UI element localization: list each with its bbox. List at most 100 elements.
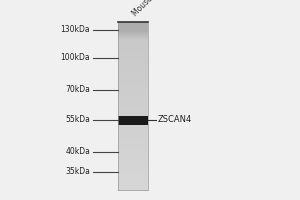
Bar <box>118 150 148 151</box>
Bar <box>118 94 148 95</box>
Bar <box>118 93 148 94</box>
Bar <box>118 50 148 51</box>
Bar <box>118 138 148 140</box>
Bar <box>118 37 148 38</box>
Bar <box>118 118 148 119</box>
Bar <box>118 54 148 56</box>
Bar <box>118 58 148 59</box>
Bar <box>118 154 148 155</box>
Bar <box>118 106 148 107</box>
Text: Mouse kidney: Mouse kidney <box>130 0 174 18</box>
Bar <box>118 78 148 79</box>
Bar <box>118 126 148 127</box>
Bar <box>118 110 148 112</box>
Bar <box>118 113 148 114</box>
Bar <box>118 80 148 81</box>
Bar <box>118 170 148 171</box>
Bar <box>118 128 148 129</box>
Bar <box>118 178 148 179</box>
Bar <box>118 169 148 170</box>
Text: ZSCAN4: ZSCAN4 <box>158 116 192 124</box>
Bar <box>118 84 148 85</box>
Bar <box>118 104 148 105</box>
Bar <box>118 149 148 150</box>
Bar <box>118 90 148 91</box>
Bar <box>118 60 148 61</box>
Text: 130kDa: 130kDa <box>60 25 90 34</box>
Bar <box>118 88 148 89</box>
Bar <box>118 188 148 189</box>
Bar <box>118 179 148 180</box>
Bar <box>118 177 148 178</box>
Bar <box>118 57 148 58</box>
Bar <box>118 182 148 183</box>
Bar <box>118 147 148 148</box>
Bar <box>118 99 148 100</box>
Bar <box>118 155 148 156</box>
Bar <box>118 188 148 189</box>
Bar <box>118 168 148 169</box>
Bar <box>118 55 148 56</box>
Bar <box>118 127 148 128</box>
Bar <box>118 185 148 186</box>
Bar <box>118 168 148 169</box>
Text: 100kDa: 100kDa <box>60 53 90 62</box>
Bar <box>118 62 148 63</box>
Bar <box>118 30 148 31</box>
Bar <box>118 159 148 160</box>
Bar <box>118 103 148 104</box>
Bar <box>118 131 148 132</box>
Bar <box>118 33 148 34</box>
Bar <box>118 37 148 38</box>
Bar <box>118 68 148 70</box>
Bar <box>118 146 148 147</box>
Bar <box>118 28 148 29</box>
Bar <box>118 98 148 99</box>
Bar <box>118 40 148 42</box>
Bar <box>118 86 148 87</box>
Bar <box>118 32 148 33</box>
Bar <box>118 52 148 53</box>
Bar <box>118 116 148 117</box>
Bar <box>118 154 148 155</box>
Bar <box>118 44 148 45</box>
Bar <box>118 133 148 134</box>
Bar <box>118 158 148 159</box>
Bar <box>118 166 148 168</box>
Bar <box>118 36 148 37</box>
Bar <box>118 124 148 126</box>
Bar <box>118 181 148 182</box>
Bar <box>118 30 148 31</box>
Bar <box>118 68 148 69</box>
Bar <box>118 63 148 64</box>
Bar <box>118 186 148 187</box>
Bar <box>118 150 148 151</box>
Bar <box>118 47 148 48</box>
Bar <box>118 122 148 123</box>
Bar <box>118 82 148 83</box>
Bar <box>118 144 148 145</box>
Bar <box>118 57 148 58</box>
Bar <box>118 46 148 47</box>
Bar <box>118 142 148 143</box>
Bar <box>118 89 148 90</box>
Bar <box>118 53 148 54</box>
Bar <box>118 48 148 49</box>
Bar <box>118 48 148 49</box>
Bar <box>118 110 148 111</box>
Bar <box>118 161 148 162</box>
Bar <box>118 140 148 141</box>
Bar <box>118 85 148 86</box>
Bar <box>118 98 148 99</box>
Bar <box>118 62 148 63</box>
Bar <box>118 24 148 25</box>
Bar <box>118 161 148 162</box>
Bar <box>118 165 148 166</box>
Bar <box>118 160 148 161</box>
Bar <box>118 137 148 138</box>
Bar <box>118 122 148 123</box>
Bar <box>118 95 148 96</box>
Bar <box>118 123 148 124</box>
Bar <box>118 174 148 175</box>
Bar <box>118 65 148 66</box>
